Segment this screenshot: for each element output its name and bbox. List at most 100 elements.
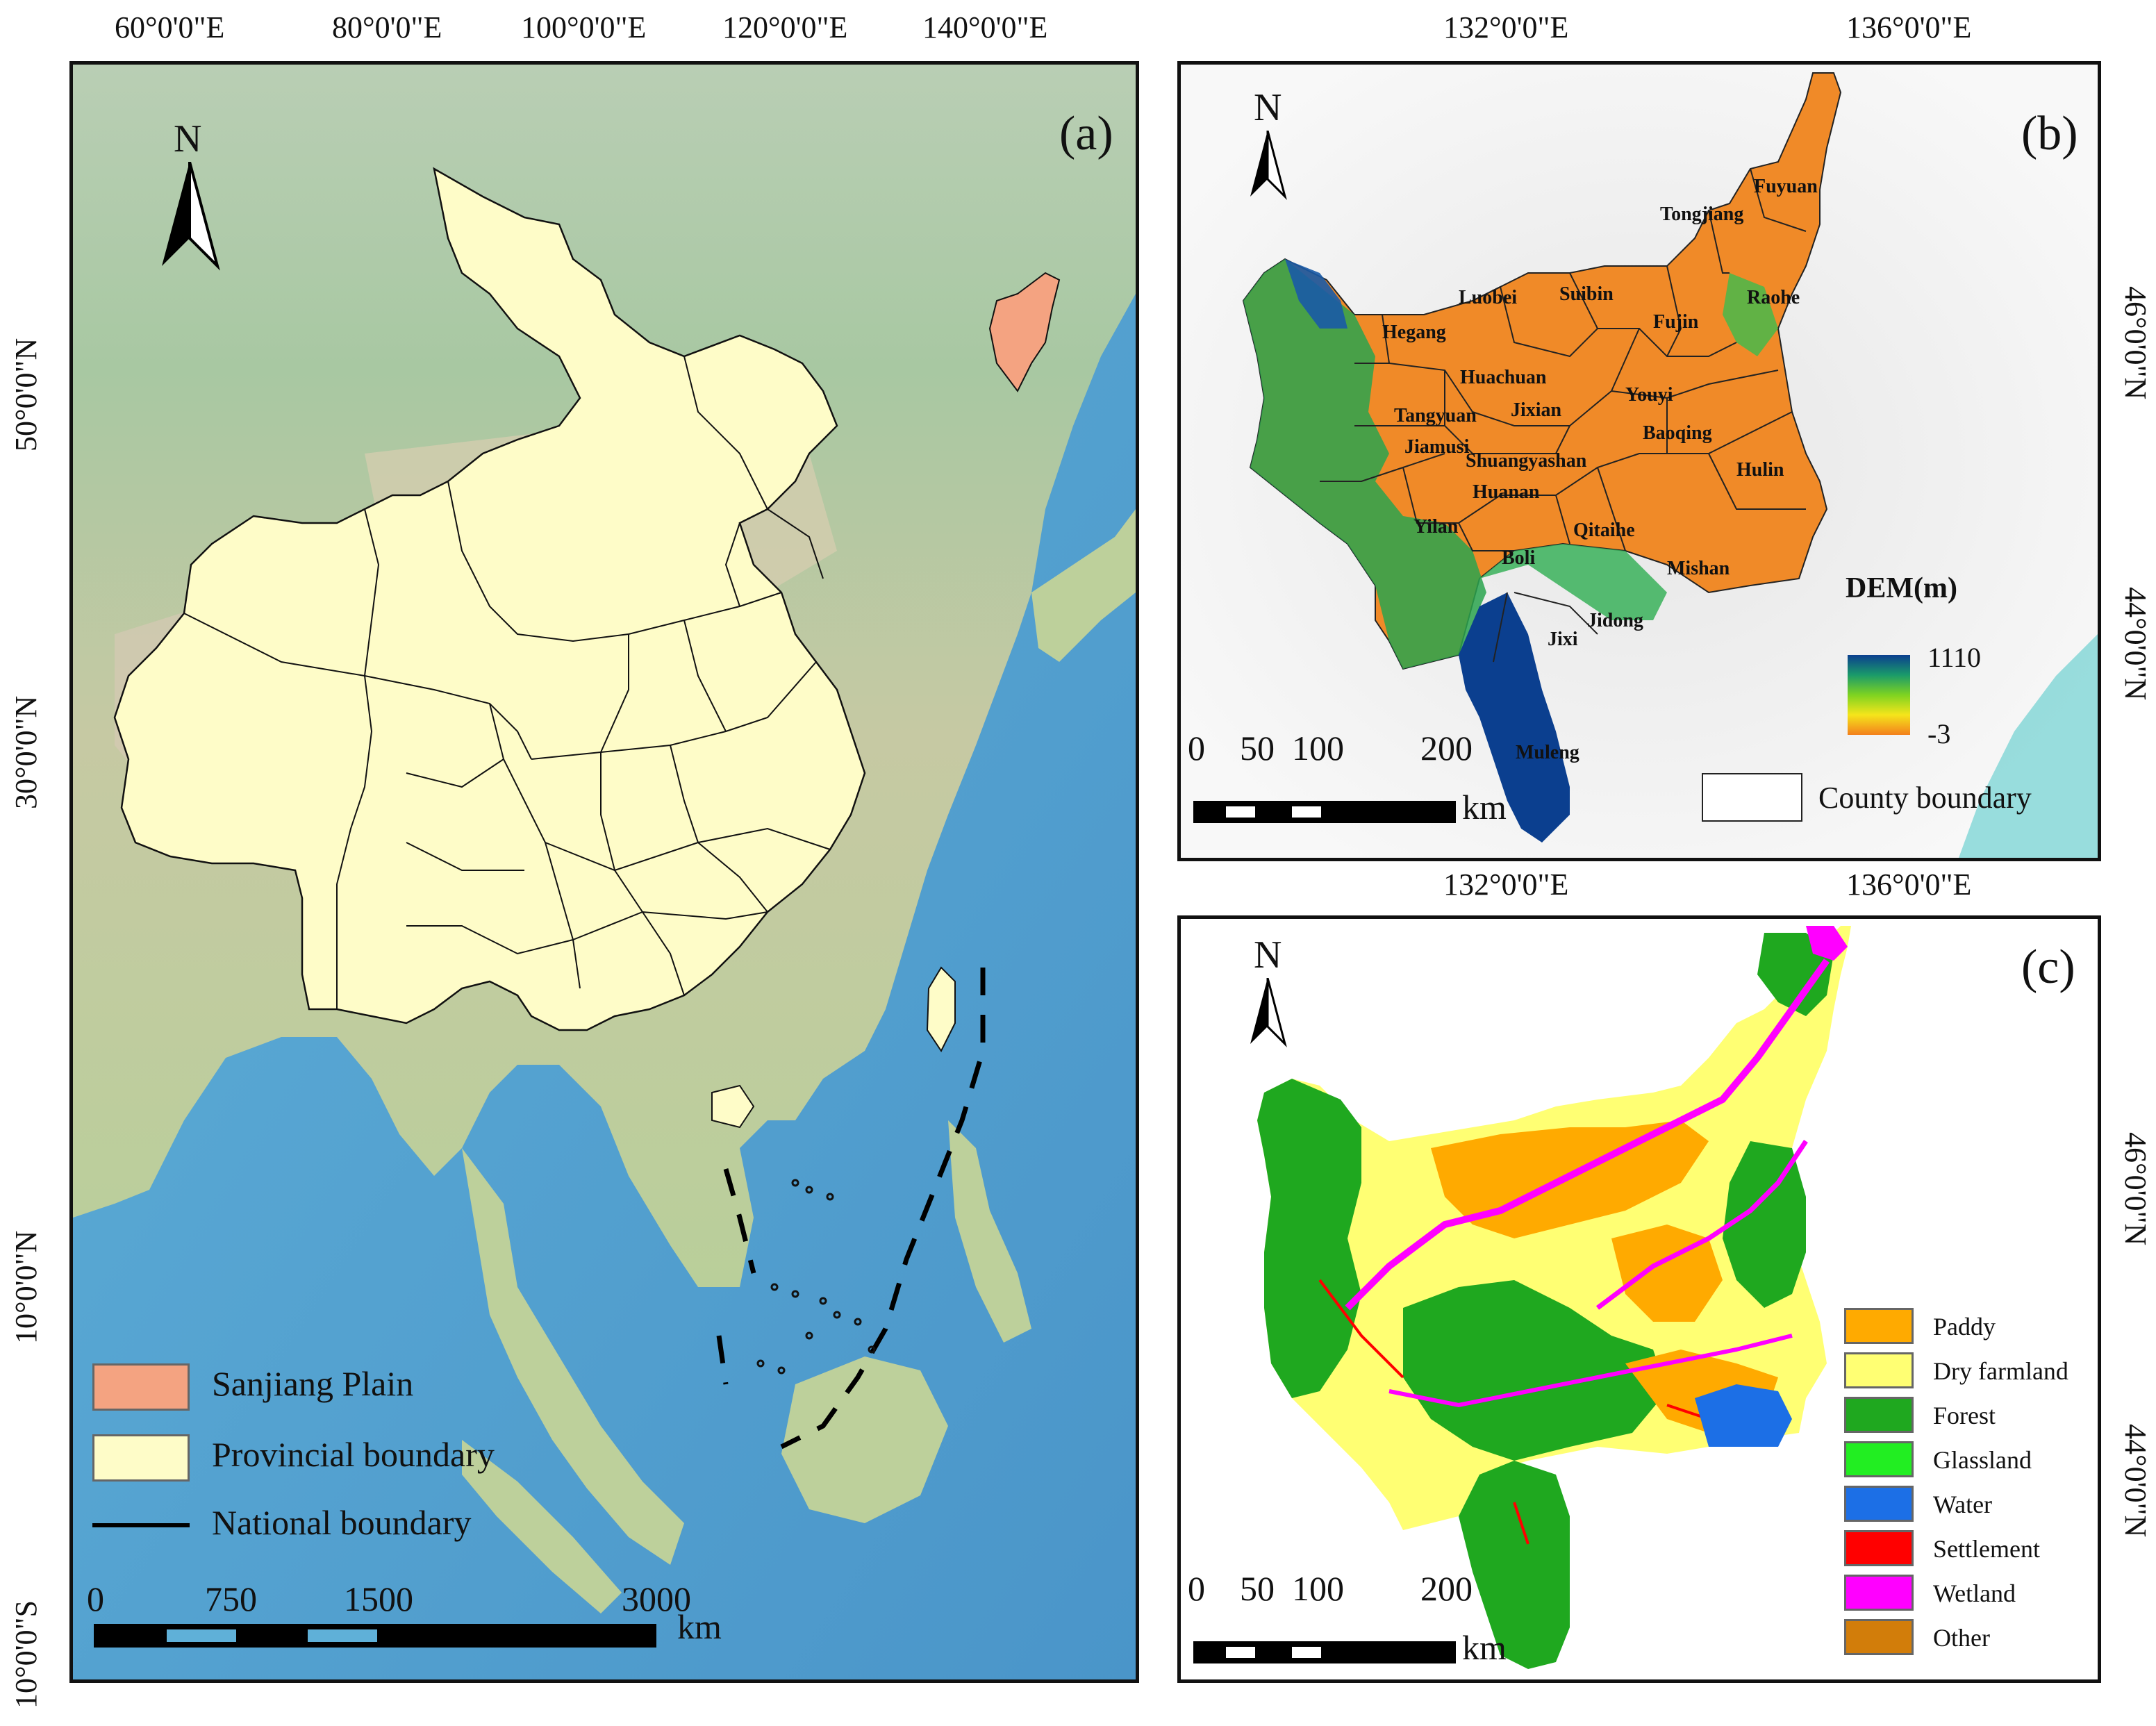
legend-label: Paddy (1933, 1313, 1996, 1341)
county-label: Tongjiang (1660, 204, 1744, 225)
county-label: Raohe (1747, 287, 1800, 308)
legend-swatch-other (1844, 1619, 1914, 1655)
tick-lon: 100°0'0"E (521, 10, 647, 44)
tick-lat: 46°0'0"N (2118, 1132, 2153, 1246)
sumatra (462, 1440, 622, 1613)
scale-bar-segment (1292, 1647, 1321, 1658)
tick-lon: 132°0'0"E (1443, 868, 1569, 902)
legend-swatch-province (92, 1434, 190, 1482)
south-china-sea-islands (756, 1179, 876, 1375)
county-label: Baoqing (1643, 422, 1712, 444)
philippines (948, 1120, 1031, 1343)
scale-bar-segment (308, 1629, 377, 1642)
legend-label: Settlement (1933, 1535, 2040, 1563)
tick-lon: 120°0'0"E (722, 10, 848, 44)
north-label: N (174, 117, 202, 160)
north-label: N (1254, 933, 1282, 977)
county-label: Hulin (1736, 459, 1784, 481)
landuse-wetland-river-3 (1388, 1334, 1793, 1408)
scale-bar-segment (167, 1629, 236, 1642)
nine-dash-line-west (723, 1168, 756, 1274)
tick-lon: 140°0'0"E (922, 10, 1048, 44)
county-label: Mishan (1667, 558, 1730, 579)
scale-label: 100 (1292, 729, 1344, 767)
county-label: Fuyuan (1754, 176, 1818, 197)
county-boundaries (1320, 168, 1807, 663)
study-area-west-highland (1243, 259, 1486, 669)
nine-dash-line (780, 968, 986, 1450)
legend-swatch-sanjiang (92, 1363, 190, 1411)
study-area-south-green (1479, 544, 1667, 620)
landuse-paddy-east (1611, 1225, 1723, 1322)
scale-bar-segment (1292, 806, 1321, 818)
tick-lat: 30°0'0"N (9, 695, 43, 809)
legend-swatch-forest (1844, 1397, 1914, 1433)
sea-of-japan-strip (1959, 634, 2098, 858)
scale-label: 1500 (344, 1579, 413, 1618)
landuse-forest-south (1459, 1461, 1570, 1669)
county-label: Huachuan (1460, 367, 1547, 388)
county-boundary-label: County boundary (1818, 781, 2032, 815)
tick-lon: 60°0'0"E (115, 10, 225, 44)
legend-label: Sanjiang Plain (212, 1364, 414, 1403)
county-label: Hegang (1382, 322, 1446, 343)
county-label: Tangyuan (1394, 405, 1477, 426)
landuse-map (1257, 926, 1851, 1669)
scale-label: 100 (1292, 1569, 1344, 1608)
panel-label: (a) (1059, 107, 1113, 160)
japan-korea (1031, 509, 1136, 662)
sanjiang-plain (988, 272, 1061, 392)
legend-label: National boundary (212, 1503, 472, 1542)
tick-lat: 46°0'0"N (2118, 286, 2153, 400)
county-boundary-swatch (1702, 773, 1802, 822)
landuse-wetland-north-tip (1806, 926, 1848, 961)
county-label: Jiamusi (1404, 436, 1470, 458)
legend-line-national (92, 1523, 190, 1527)
legend-swatch-settlement (1844, 1530, 1914, 1566)
county-label: Fujin (1653, 311, 1699, 333)
scale-unit: km (677, 1607, 722, 1646)
hainan (711, 1084, 755, 1129)
scale-unit: km (1462, 788, 1507, 827)
county-label: Yilan (1413, 516, 1459, 538)
dem-legend-title: DEM(m) (1846, 572, 1957, 604)
study-area-south-mountains (1459, 592, 1570, 843)
landuse-wetland-river (1345, 959, 1830, 1311)
southeast-asia (462, 1148, 684, 1565)
legend-swatch-glassland (1844, 1441, 1914, 1477)
legend-label: Other (1933, 1624, 1990, 1652)
taiwan (926, 966, 956, 1052)
north-arrow-icon (162, 162, 220, 271)
scale-label: 0 (1188, 1569, 1205, 1608)
tick-lon: 136°0'0"E (1846, 868, 1972, 902)
east-green-patch (1723, 273, 1778, 356)
scale-bar-segment (1226, 806, 1255, 818)
dem-max-label: 1110 (1927, 642, 1982, 673)
county-label: Qitaihe (1573, 520, 1635, 541)
panel-a-map: (a) N Sanjiang Plain Provincial boundary… (69, 61, 1139, 1683)
dem-map (1181, 65, 2098, 858)
landuse-forest-east (1723, 1141, 1806, 1308)
county-label: Jixi (1548, 629, 1578, 650)
nine-dash-line-south (716, 1335, 729, 1385)
tick-lon: 136°0'0"E (1846, 10, 1972, 44)
county-label: Boli (1502, 547, 1536, 569)
legend-label: Water (1933, 1491, 1993, 1518)
tick-lat: 50°0'0"N (9, 338, 43, 451)
scale-label: 200 (1420, 1569, 1473, 1608)
tick-lon: 80°0'0"E (332, 10, 442, 44)
province-lines (183, 356, 831, 1009)
scale-label: 200 (1420, 729, 1473, 767)
north-arrow-icon (1250, 978, 1287, 1047)
north-arrow-icon (1250, 131, 1287, 200)
county-label: Huanan (1473, 481, 1540, 503)
county-label: Jidong (1587, 610, 1643, 631)
scale-label: 50 (1240, 729, 1275, 767)
legend-label: Forest (1933, 1402, 1996, 1429)
tick-lat: 44°0'0"N (2118, 587, 2153, 701)
county-label: Shuangyashan (1466, 450, 1587, 472)
county-label: Suibin (1559, 283, 1614, 305)
legend-swatch-water (1844, 1486, 1914, 1522)
tick-lat: 10°0'0"S (9, 1600, 43, 1709)
county-label: Luobei (1459, 287, 1518, 308)
